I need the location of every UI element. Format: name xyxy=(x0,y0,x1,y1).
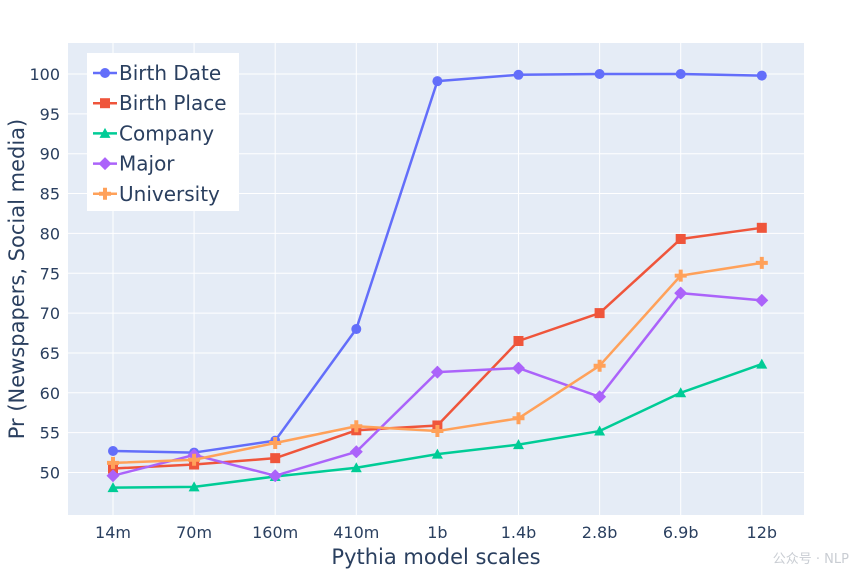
university-point xyxy=(593,359,606,372)
legend-label: Company xyxy=(119,121,214,145)
birth-date-point xyxy=(513,69,524,80)
major-point xyxy=(674,286,688,300)
x-tick-labels: 14m 70m 160m 410m 1b 1.4b 2.8b 6.9b 12b xyxy=(95,523,777,542)
y-tick-label: 80 xyxy=(40,224,60,243)
y-tick-labels: 50 55 60 65 70 75 80 85 90 95 100 xyxy=(29,65,60,483)
legend-label: Birth Place xyxy=(119,91,227,115)
legend-background xyxy=(87,53,239,211)
watermark: 公众号 · NLP xyxy=(772,552,849,567)
series-layer xyxy=(106,69,769,493)
legend-item-major[interactable]: Major xyxy=(93,152,175,176)
legend-marker xyxy=(99,187,111,200)
birth-date-point xyxy=(351,324,362,335)
major-point xyxy=(430,365,444,379)
birth-place-point xyxy=(513,335,524,346)
legend-label: Birth Date xyxy=(119,61,221,85)
legend-label: University xyxy=(119,182,220,206)
y-tick-label: 50 xyxy=(40,464,60,483)
legend-item-birth-place[interactable]: Birth Place xyxy=(93,91,227,115)
company-point xyxy=(107,482,119,493)
y-tick-label: 65 xyxy=(40,344,60,363)
company-point xyxy=(513,439,524,450)
university-point xyxy=(188,453,201,466)
y-tick-label: 95 xyxy=(40,105,60,124)
y-tick-label: 75 xyxy=(40,264,60,283)
legend-marker xyxy=(98,157,112,171)
university-point xyxy=(431,425,444,438)
major-point xyxy=(755,293,769,307)
major-point xyxy=(106,469,120,483)
company-point xyxy=(756,358,768,369)
x-axis-title: Pythia model scales xyxy=(331,545,540,569)
x-tick-label: 1.4b xyxy=(501,523,537,542)
company-point xyxy=(431,448,443,459)
university-point xyxy=(269,437,282,450)
legend-marker xyxy=(100,68,110,78)
y-tick-label: 85 xyxy=(40,185,60,204)
x-tick-label: 14m xyxy=(95,523,131,542)
university-point xyxy=(755,256,768,269)
major-point xyxy=(512,361,525,375)
x-tick-label: 2.8b xyxy=(582,523,618,542)
major-point xyxy=(349,445,363,459)
birth-date-point xyxy=(756,70,767,81)
y-tick-label: 70 xyxy=(40,304,60,323)
legend-marker xyxy=(99,127,111,138)
legend-item-birth-date[interactable]: Birth Date xyxy=(93,61,221,85)
birth-place-point xyxy=(675,233,686,244)
x-tick-label: 70m xyxy=(176,523,212,542)
legend-marker xyxy=(100,98,110,109)
series-university xyxy=(107,256,768,469)
university-point xyxy=(674,269,687,282)
company-point xyxy=(350,462,362,473)
company-point xyxy=(675,387,687,398)
birth-place-point xyxy=(594,308,605,319)
x-tick-label: 12b xyxy=(747,523,778,542)
x-tick-label: 6.9b xyxy=(663,523,699,542)
birth-date-point xyxy=(675,69,686,79)
x-tick-label: 1b xyxy=(427,523,447,542)
major-point xyxy=(593,390,607,404)
birth-place-point xyxy=(756,222,767,233)
birth-date-point xyxy=(594,69,605,79)
legend[interactable]: Birth Date Birth Place Company Major Univers… xyxy=(87,53,239,211)
series-major xyxy=(106,286,769,483)
x-tick-label: 410m xyxy=(333,523,379,542)
birth-date-point xyxy=(108,445,118,456)
legend-label: Major xyxy=(119,152,175,176)
university-point xyxy=(512,412,525,425)
x-tick-label: 160m xyxy=(252,523,298,542)
university-point xyxy=(107,456,119,469)
company-point xyxy=(594,425,606,436)
company-point xyxy=(188,481,200,492)
legend-item-university[interactable]: University xyxy=(93,182,220,206)
y-tick-label: 55 xyxy=(40,424,60,443)
major-point xyxy=(268,469,282,483)
y-tick-label: 60 xyxy=(40,384,60,403)
y-axis-title: Pr (Newspapers, Social media) xyxy=(5,119,29,439)
university-point xyxy=(350,420,363,433)
birth-place-point xyxy=(270,453,281,464)
y-tick-label: 100 xyxy=(29,65,60,84)
legend-item-company[interactable]: Company xyxy=(93,121,214,145)
y-tick-label: 90 xyxy=(40,145,60,164)
birth-date-point xyxy=(432,76,443,87)
